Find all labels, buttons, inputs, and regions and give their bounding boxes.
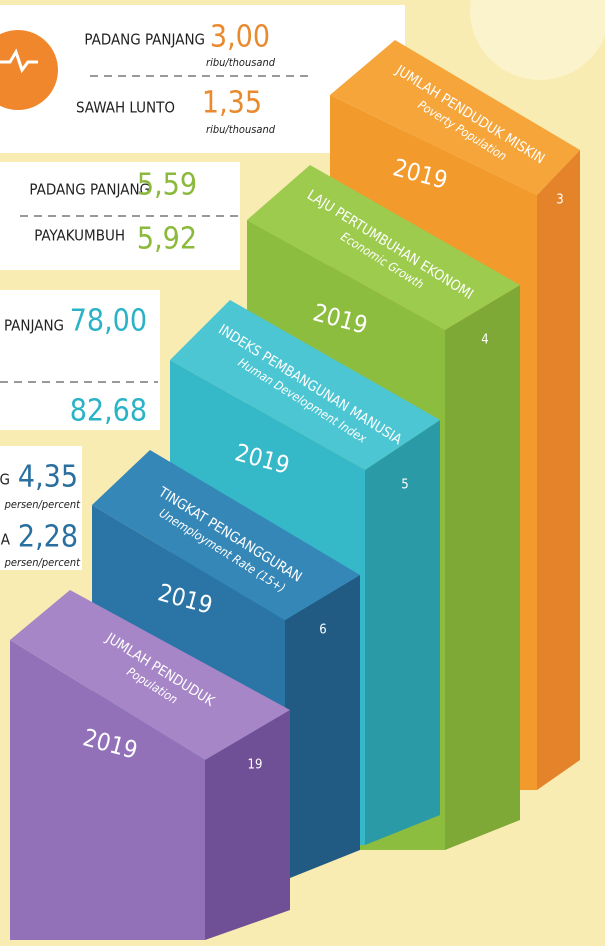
step-side: 5 xyxy=(401,478,408,493)
panel-label: PAYAKUMBUH xyxy=(34,227,125,245)
panel-value: 3,00 xyxy=(210,20,270,55)
panel-label: PANJANG xyxy=(4,317,64,335)
panel-value: 2,28 xyxy=(18,520,78,555)
panel-value: 5,92 xyxy=(137,222,197,257)
panel-value: 5,59 xyxy=(137,168,197,203)
infographic: PADANG PANJANG3,00ribu/thousandSAWAH LUN… xyxy=(0,0,605,946)
panel-unit: persen/percent xyxy=(4,556,82,569)
panel-label: G xyxy=(0,471,10,489)
step-side: 19 xyxy=(248,758,263,773)
step-side: 6 xyxy=(319,623,326,638)
panel-label: SAWAH LUNTO xyxy=(76,99,175,117)
panel-unit: ribu/thousand xyxy=(206,56,276,69)
bg-shape xyxy=(470,0,605,80)
step-side: 4 xyxy=(481,333,488,348)
panel-label: A xyxy=(1,531,11,549)
panel-unit: ribu/thousand xyxy=(206,123,276,136)
panel-value: 4,35 xyxy=(18,460,78,495)
panel-label: PADANG PANJANG xyxy=(84,31,205,49)
panel-value: 78,00 xyxy=(70,304,147,339)
step-side xyxy=(445,285,520,850)
page: PADANG PANJANG3,00ribu/thousandSAWAH LUN… xyxy=(0,0,605,946)
panel-value: 1,35 xyxy=(202,86,262,121)
step-side xyxy=(285,575,360,880)
step-side xyxy=(537,150,580,790)
step-side: 3 xyxy=(556,193,563,208)
panel-label: PADANG PANJANG xyxy=(29,181,150,199)
panel-unit: persen/percent xyxy=(4,498,82,511)
panel-value: 82,68 xyxy=(70,394,147,429)
